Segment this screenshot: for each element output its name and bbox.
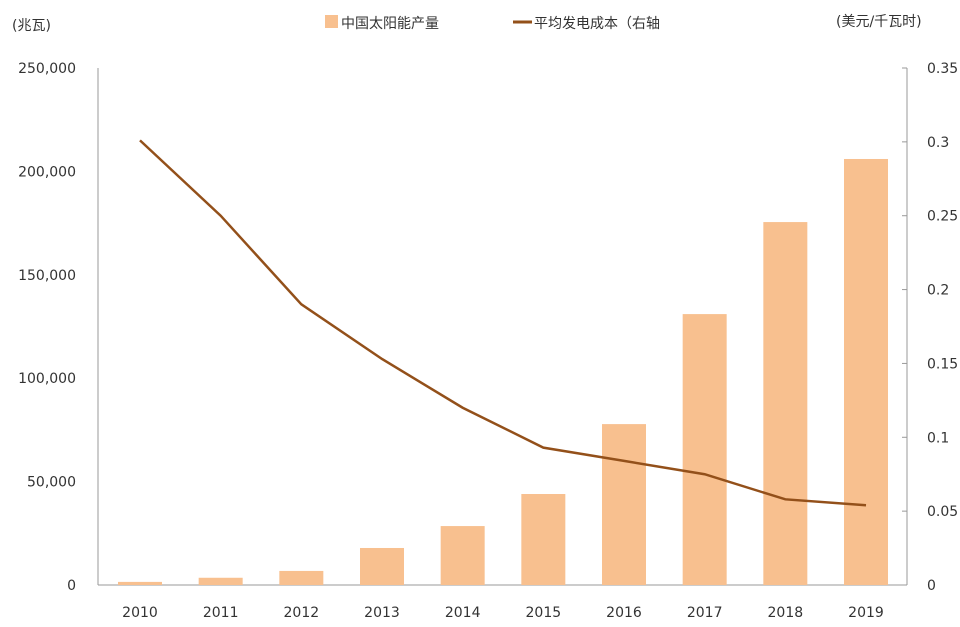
right-tick-label: 0.2 (927, 283, 949, 299)
bar-2011 (198, 577, 243, 585)
bar-2014 (440, 526, 485, 585)
right-tick-label: 0.25 (927, 209, 958, 225)
bar-2013 (360, 547, 404, 585)
right-tick-label: 0.1 (927, 430, 949, 446)
right-tick-label: 0.15 (927, 356, 958, 372)
right-tick-label: 0.05 (927, 504, 958, 520)
right-axis-unit: (美元/千瓦时) (836, 14, 922, 30)
legend-bar-swatch (325, 15, 338, 28)
legend-bar-label: 中国太阳能产量 (341, 16, 439, 32)
right-tick-label: 0.35 (927, 61, 958, 77)
x-tick-label: 2018 (768, 605, 804, 621)
x-tick-label: 2013 (364, 605, 400, 621)
right-tick-label: 0.3 (927, 135, 949, 151)
x-tick-label: 2012 (284, 605, 320, 621)
bar-2017 (682, 314, 727, 585)
left-tick-label: 100,000 (18, 371, 76, 387)
x-tick-label: 2014 (445, 605, 481, 621)
left-tick-label: 250,000 (18, 61, 76, 77)
left-tick-label: 200,000 (18, 164, 76, 180)
x-tick-label: 2017 (687, 605, 723, 621)
bar-2012 (279, 570, 324, 585)
x-tick-label: 2016 (606, 605, 642, 621)
x-tick-label: 2011 (203, 605, 239, 621)
right-tick-label: 0 (927, 578, 936, 594)
left-axis-unit: (兆瓦) (12, 18, 51, 34)
x-tick-label: 2019 (848, 605, 884, 621)
bar-2010 (118, 581, 162, 585)
left-tick-label: 50,000 (27, 475, 76, 491)
x-tick-label: 2010 (122, 605, 158, 621)
legend-line-label: 平均发电成本（右轴 (534, 16, 660, 32)
left-tick-label: 0 (67, 578, 76, 594)
bar-2016 (602, 424, 646, 585)
x-tick-label: 2015 (526, 605, 562, 621)
bar-2015 (521, 494, 566, 585)
bar-2019 (844, 158, 888, 585)
left-tick-label: 150,000 (18, 268, 76, 284)
bar-2018 (763, 222, 808, 586)
cost-line (139, 139, 867, 507)
